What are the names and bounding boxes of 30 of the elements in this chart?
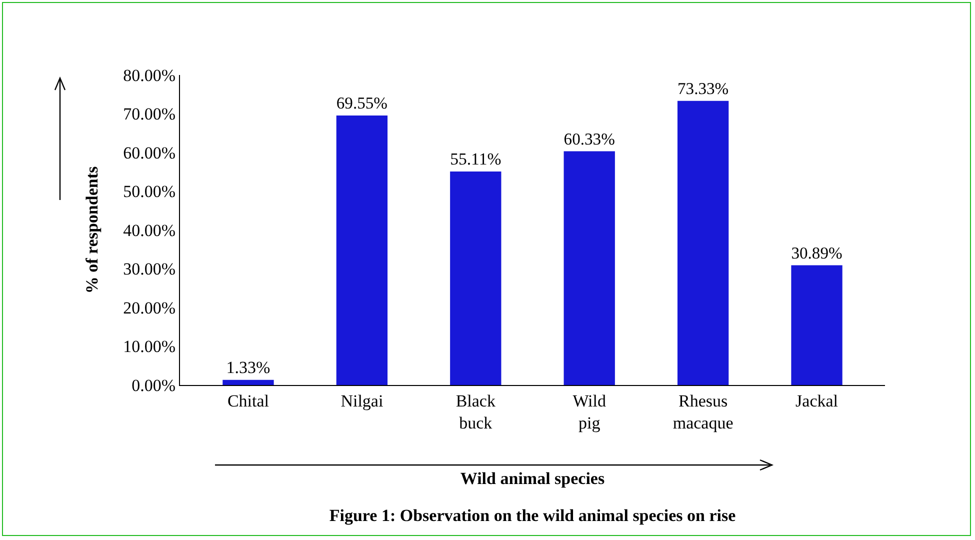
x-tick-label: Wild pig [572,391,607,432]
y-tick-label: 70.00% [123,104,176,124]
data-label: 60.33% [564,129,616,148]
y-tick-label: 10.00% [123,337,176,356]
y-tick-label: 30.00% [123,260,176,279]
data-label: 69.55% [336,94,388,113]
bar [336,115,388,385]
x-axis-title: Wild animal species [460,468,605,488]
y-tick-label: 50.00% [123,182,176,202]
data-label: 1.33% [226,358,270,377]
bar [791,265,842,385]
y-tick-label: 0.00% [132,376,176,395]
data-label: 73.33% [678,78,729,98]
x-tick-label: Jackal [796,391,838,410]
bar [564,151,615,385]
bar [450,171,502,385]
x-tick-label: Nilgai [340,391,384,410]
y-tick-label: 40.00% [123,220,176,240]
x-tick-label: Black buck [456,391,496,432]
data-label: 55.11% [450,149,502,168]
text: Figure 1: Observation on the wild animal species on rise [329,506,736,526]
x-tick-label: Rhesus macaque [672,391,734,432]
bar [677,100,729,385]
y-axis-title: % of respondents [82,166,102,294]
x-tick-label: Chital [227,391,270,410]
y-tick-label: 60.00% [123,143,176,162]
bar [222,380,274,385]
y-tick-label: 80.00% [123,66,176,85]
y-tick-label: 20.00% [123,298,176,318]
data-label: 30.89% [791,243,843,262]
